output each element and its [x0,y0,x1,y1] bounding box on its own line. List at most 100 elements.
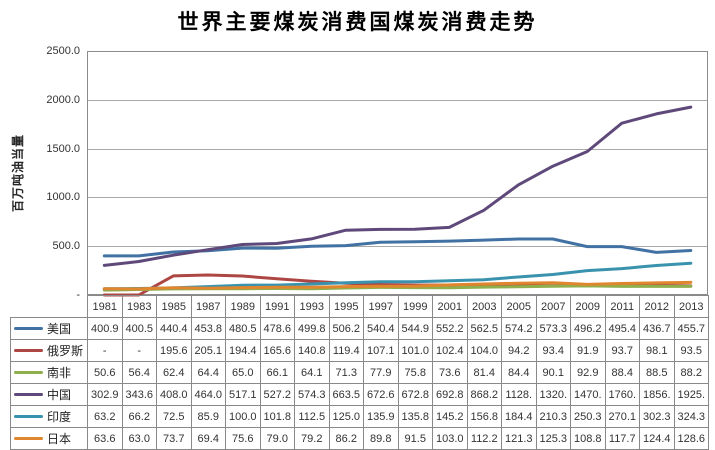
value-cell: 56.4 [121,361,157,384]
value-cell: 672.8 [397,383,433,406]
value-cell: 85.9 [190,405,226,428]
value-cell: 343.6 [121,383,157,406]
value-cell: 125.3 [535,427,571,450]
value-cell: 574.3 [294,383,330,406]
value-cell: 495.4 [604,317,640,340]
value-cell: 544.9 [397,317,433,340]
value-cell: 101.8 [259,405,295,428]
y-axis-tick-label: 500.0 [52,240,80,253]
value-cell: 90.1 [535,361,571,384]
value-cell: 302.9 [87,383,123,406]
value-cell: 540.4 [363,317,399,340]
year-header-cell: 2011 [604,295,640,318]
value-cell: 88.4 [604,361,640,384]
value-cell: 86.2 [328,427,364,450]
year-header-cell: 2013 [673,295,709,318]
value-cell: 135.9 [363,405,399,428]
value-cell: 75.6 [225,427,261,450]
year-header-cell: 1987 [190,295,226,318]
value-cell: 1760. [604,383,640,406]
table-corner-cell [11,296,88,318]
series-name: 印度 [47,410,72,424]
value-cell: 98.1 [639,339,675,362]
value-cell: 103.0 [432,427,468,450]
value-cell: 1856. [639,383,675,406]
y-axis-tick-label: 2500.0 [46,45,80,57]
value-cell: 117.7 [604,427,640,450]
value-cell: 250.3 [570,405,606,428]
table-row-usa: 美国 400.9 400.5 440.4 453.8 480.5 478.6 499.8 506… [10,317,709,340]
value-cell: 100.0 [225,405,261,428]
y-axis-tick-label: 1000.0 [46,191,80,204]
year-header-cell: 1981 [87,295,123,318]
y-axis-tick-label: - [76,289,80,301]
value-cell: 270.1 [604,405,640,428]
year-header-cell: 1983 [121,295,157,318]
value-cell: 440.4 [156,317,192,340]
value-cell: 107.1 [363,339,399,362]
series-label-cell: 俄罗斯 [10,339,88,362]
value-cell: 84.4 [501,361,537,384]
value-cell: 63.6 [87,427,123,450]
value-cell: 145.2 [432,405,468,428]
value-cell: 73.7 [156,427,192,450]
year-header-cell: 1995 [328,295,364,318]
value-cell: 89.8 [363,427,399,450]
value-cell: 66.1 [259,361,295,384]
series-label-cell: 美国 [10,317,88,340]
value-cell: 506.2 [328,317,364,340]
value-cell: 91.5 [397,427,433,450]
value-cell: 65.0 [225,361,261,384]
value-cell: 1128. [501,383,537,406]
value-cell: 400.9 [87,317,123,340]
y-axis-tick-label: 1500.0 [46,142,80,155]
value-cell: 1470. [570,383,606,406]
value-cell: 205.1 [190,339,226,362]
year-header-cell: 1993 [294,295,330,318]
series-name: 日本 [47,432,72,446]
series-name: 俄罗斯 [47,344,84,358]
value-cell: - [87,339,123,362]
value-cell: 108.8 [570,427,606,450]
table-row-china: 中国 302.9 343.6 408.0 464.0 517.1 527.2 574.3 663… [10,383,709,406]
value-cell: 112.2 [466,427,502,450]
value-cell: 135.8 [397,405,433,428]
value-cell: 868.2 [466,383,502,406]
year-header-cell: 2003 [466,295,502,318]
value-cell: 88.2 [673,361,709,384]
series-name: 美国 [47,322,72,336]
value-cell: 156.8 [466,405,502,428]
value-cell: 77.9 [363,361,399,384]
series-line-china [102,105,693,267]
value-cell: 93.7 [604,339,640,362]
legend-key-japan [14,437,43,441]
value-cell: 93.4 [535,339,571,362]
value-cell: - [121,339,157,362]
value-cell: 574.2 [501,317,537,340]
value-cell: 50.6 [87,361,123,384]
value-cell: 79.0 [259,427,295,450]
value-cell: 88.5 [639,361,675,384]
value-cell: 453.8 [190,317,226,340]
legend-key-south-africa [14,371,43,375]
legend-key-india [14,415,43,419]
value-cell: 62.4 [156,361,192,384]
value-cell: 63.0 [121,427,157,450]
value-cell: 93.5 [673,339,709,362]
value-cell: 552.2 [432,317,468,340]
value-cell: 121.3 [501,427,537,450]
value-cell: 499.8 [294,317,330,340]
value-cell: 194.4 [225,339,261,362]
value-cell: 66.2 [121,405,157,428]
value-cell: 72.5 [156,405,192,428]
table-row-japan: 日本 63.6 63.0 73.7 69.4 75.6 79.0 79.2 86.2 89.8 91… [10,427,709,450]
series-label-cell: 印度 [10,405,88,428]
value-cell: 104.0 [466,339,502,362]
value-cell: 128.6 [673,427,709,450]
value-cell: 517.1 [225,383,261,406]
table-row-india: 印度 63.2 66.2 72.5 85.9 100.0 101.8 112.5 125.0 13… [10,405,709,428]
value-cell: 210.3 [535,405,571,428]
value-cell: 81.4 [466,361,502,384]
legend-key-usa [14,327,43,331]
value-cell: 125.0 [328,405,364,428]
